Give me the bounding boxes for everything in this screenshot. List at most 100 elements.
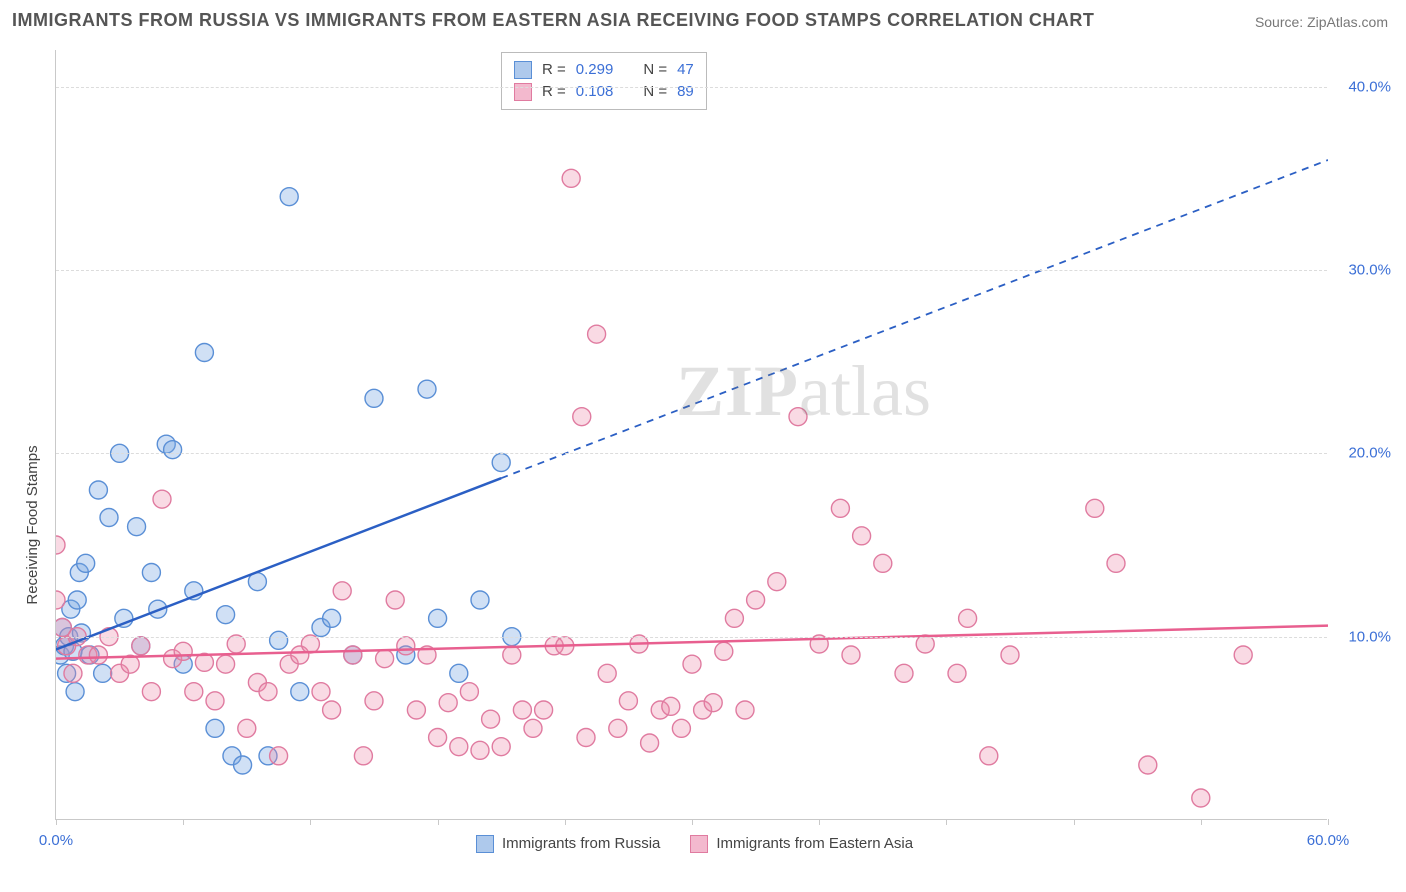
data-point bbox=[333, 582, 351, 600]
data-point bbox=[619, 692, 637, 710]
data-point bbox=[980, 747, 998, 765]
data-point bbox=[662, 697, 680, 715]
r-value: 0.108 bbox=[576, 81, 614, 103]
x-tick-mark bbox=[1074, 819, 1075, 825]
data-point bbox=[948, 664, 966, 682]
data-point bbox=[227, 635, 245, 653]
data-point bbox=[344, 646, 362, 664]
data-point bbox=[128, 518, 146, 536]
legend-label: Immigrants from Russia bbox=[502, 835, 660, 852]
data-point bbox=[725, 609, 743, 627]
data-point bbox=[471, 591, 489, 609]
data-point bbox=[1086, 499, 1104, 517]
x-tick-mark bbox=[1201, 819, 1202, 825]
scatter-chart bbox=[56, 50, 1328, 820]
source-attribution: Source: ZipAtlas.com bbox=[1255, 14, 1388, 30]
x-tick-mark bbox=[183, 819, 184, 825]
data-point bbox=[450, 664, 468, 682]
data-point bbox=[259, 683, 277, 701]
data-point bbox=[397, 637, 415, 655]
data-point bbox=[715, 642, 733, 660]
data-point bbox=[789, 408, 807, 426]
data-point bbox=[492, 738, 510, 756]
data-point bbox=[513, 701, 531, 719]
n-label: N = bbox=[643, 81, 667, 103]
x-tick-mark bbox=[692, 819, 693, 825]
legend-item: Immigrants from Eastern Asia bbox=[690, 835, 913, 853]
x-tick-mark bbox=[310, 819, 311, 825]
data-point bbox=[683, 655, 701, 673]
data-point bbox=[174, 642, 192, 660]
data-point bbox=[492, 454, 510, 472]
r-label: R = bbox=[542, 59, 566, 81]
data-point bbox=[1001, 646, 1019, 664]
data-point bbox=[535, 701, 553, 719]
data-point bbox=[56, 536, 65, 554]
series-legend: Immigrants from Russia Immigrants from Ea… bbox=[476, 835, 913, 853]
grid-line bbox=[56, 270, 1327, 271]
data-point bbox=[736, 701, 754, 719]
data-point bbox=[407, 701, 425, 719]
data-point bbox=[916, 635, 934, 653]
trend-line bbox=[501, 160, 1328, 478]
data-point bbox=[418, 380, 436, 398]
data-point bbox=[641, 734, 659, 752]
plot-area: ZIPatlas R =0.299N =47R =0.108N =89 Immi… bbox=[55, 50, 1327, 820]
data-point bbox=[291, 683, 309, 701]
data-point bbox=[323, 609, 341, 627]
data-point bbox=[450, 738, 468, 756]
data-point bbox=[217, 655, 235, 673]
x-tick-label: 60.0% bbox=[1307, 832, 1350, 849]
data-point bbox=[312, 683, 330, 701]
data-point bbox=[439, 694, 457, 712]
data-point bbox=[142, 564, 160, 582]
legend-swatch bbox=[690, 835, 708, 853]
grid-line bbox=[56, 637, 1327, 638]
y-axis-label: Receiving Food Stamps bbox=[24, 445, 41, 604]
stats-row: R = 0.299 N = 47 bbox=[514, 59, 694, 81]
data-point bbox=[365, 389, 383, 407]
x-tick-mark bbox=[56, 819, 57, 825]
data-point bbox=[301, 635, 319, 653]
data-point bbox=[1234, 646, 1252, 664]
data-point bbox=[66, 683, 84, 701]
r-value: 0.299 bbox=[576, 59, 614, 81]
x-tick-mark bbox=[946, 819, 947, 825]
data-point bbox=[573, 408, 591, 426]
legend-swatch bbox=[476, 835, 494, 853]
data-point bbox=[280, 188, 298, 206]
data-point bbox=[895, 664, 913, 682]
data-point bbox=[64, 664, 82, 682]
stats-legend: R =0.299N =47R =0.108N =89 bbox=[501, 52, 707, 110]
data-point bbox=[874, 554, 892, 572]
data-point bbox=[747, 591, 765, 609]
data-point bbox=[94, 664, 112, 682]
data-point bbox=[238, 719, 256, 737]
x-tick-mark bbox=[438, 819, 439, 825]
source-value: ZipAtlas.com bbox=[1307, 14, 1388, 30]
data-point bbox=[132, 637, 150, 655]
n-label: N = bbox=[643, 59, 667, 81]
grid-line bbox=[56, 87, 1327, 88]
data-point bbox=[89, 481, 107, 499]
data-point bbox=[270, 747, 288, 765]
y-tick-label: 30.0% bbox=[1348, 262, 1391, 279]
data-point bbox=[429, 729, 447, 747]
n-value: 47 bbox=[677, 59, 694, 81]
data-point bbox=[562, 169, 580, 187]
legend-label: Immigrants from Eastern Asia bbox=[716, 835, 913, 852]
data-point bbox=[959, 609, 977, 627]
data-point bbox=[1107, 554, 1125, 572]
data-point bbox=[1192, 789, 1210, 807]
data-point bbox=[164, 441, 182, 459]
data-point bbox=[354, 747, 372, 765]
legend-item: Immigrants from Russia bbox=[476, 835, 660, 853]
data-point bbox=[577, 729, 595, 747]
data-point bbox=[185, 683, 203, 701]
data-point bbox=[77, 554, 95, 572]
data-point bbox=[68, 591, 86, 609]
data-point bbox=[609, 719, 627, 737]
x-tick-mark bbox=[819, 819, 820, 825]
data-point bbox=[598, 664, 616, 682]
data-point bbox=[768, 573, 786, 591]
